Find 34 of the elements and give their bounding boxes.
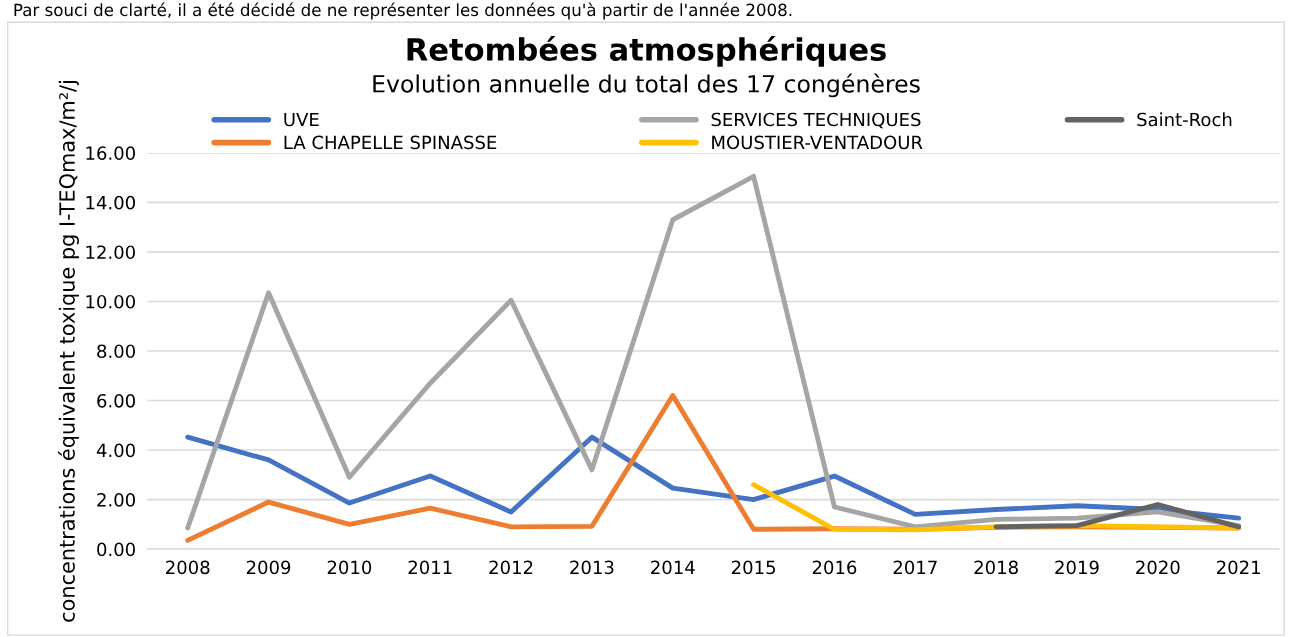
x-tick-label: 2009 [246, 560, 291, 575]
y-tick-label: 10.00 [86, 294, 135, 309]
legend-label: MOUSTIER-VENTADOUR [712, 135, 923, 150]
y-tick-label: 0.00 [97, 542, 135, 557]
y-tick-label: 8.00 [97, 344, 135, 359]
x-tick-label: 2014 [651, 560, 695, 575]
x-tick-label: 2010 [327, 560, 372, 575]
x-tick-label: 2017 [893, 560, 937, 575]
y-tick-label: 6.00 [97, 393, 135, 408]
y-tick-label: 12.00 [86, 245, 135, 260]
y-tick-label: 2.00 [97, 493, 135, 507]
chart-title: Retombées atmosphériques [407, 36, 886, 67]
y-tick-label: 14.00 [86, 195, 135, 210]
text: Par souci de clarté, il a été décidé de ne représenter les données qu'à partir de l'année 2008. [14, 2, 792, 20]
x-tick-label: 2008 [166, 560, 210, 575]
x-tick-label: 2016 [812, 560, 857, 575]
legend-label: LA CHAPELLE SPINASSE [284, 135, 497, 150]
legend-label: Saint-Roch [1137, 112, 1232, 127]
legend-label: SERVICES TECHNIQUES [711, 112, 921, 129]
x-tick-label: 2013 [570, 560, 614, 575]
x-tick-label: 2018 [974, 560, 1018, 575]
y-tick-label: 16.00 [86, 146, 135, 160]
y-tick-label: 4.00 [96, 443, 135, 458]
chart-subtitle: Evolution annuelle du total des 17 congénères [373, 73, 920, 98]
x-tick-label: 2021 [1217, 560, 1260, 575]
line-series [185, 434, 1242, 521]
x-tick-label: 2012 [489, 560, 533, 575]
line-series [185, 173, 1242, 531]
y-axis-title: concentrations équivalent toxique pg I-TEQmax/m²/j [57, 81, 79, 622]
x-tick-label: 2011 [408, 560, 452, 575]
x-tick-label: 2015 [731, 560, 775, 575]
x-tick-label: 2019 [1055, 560, 1099, 575]
legend-label: UVE [284, 112, 319, 127]
x-tick-label: 2020 [1136, 560, 1180, 575]
